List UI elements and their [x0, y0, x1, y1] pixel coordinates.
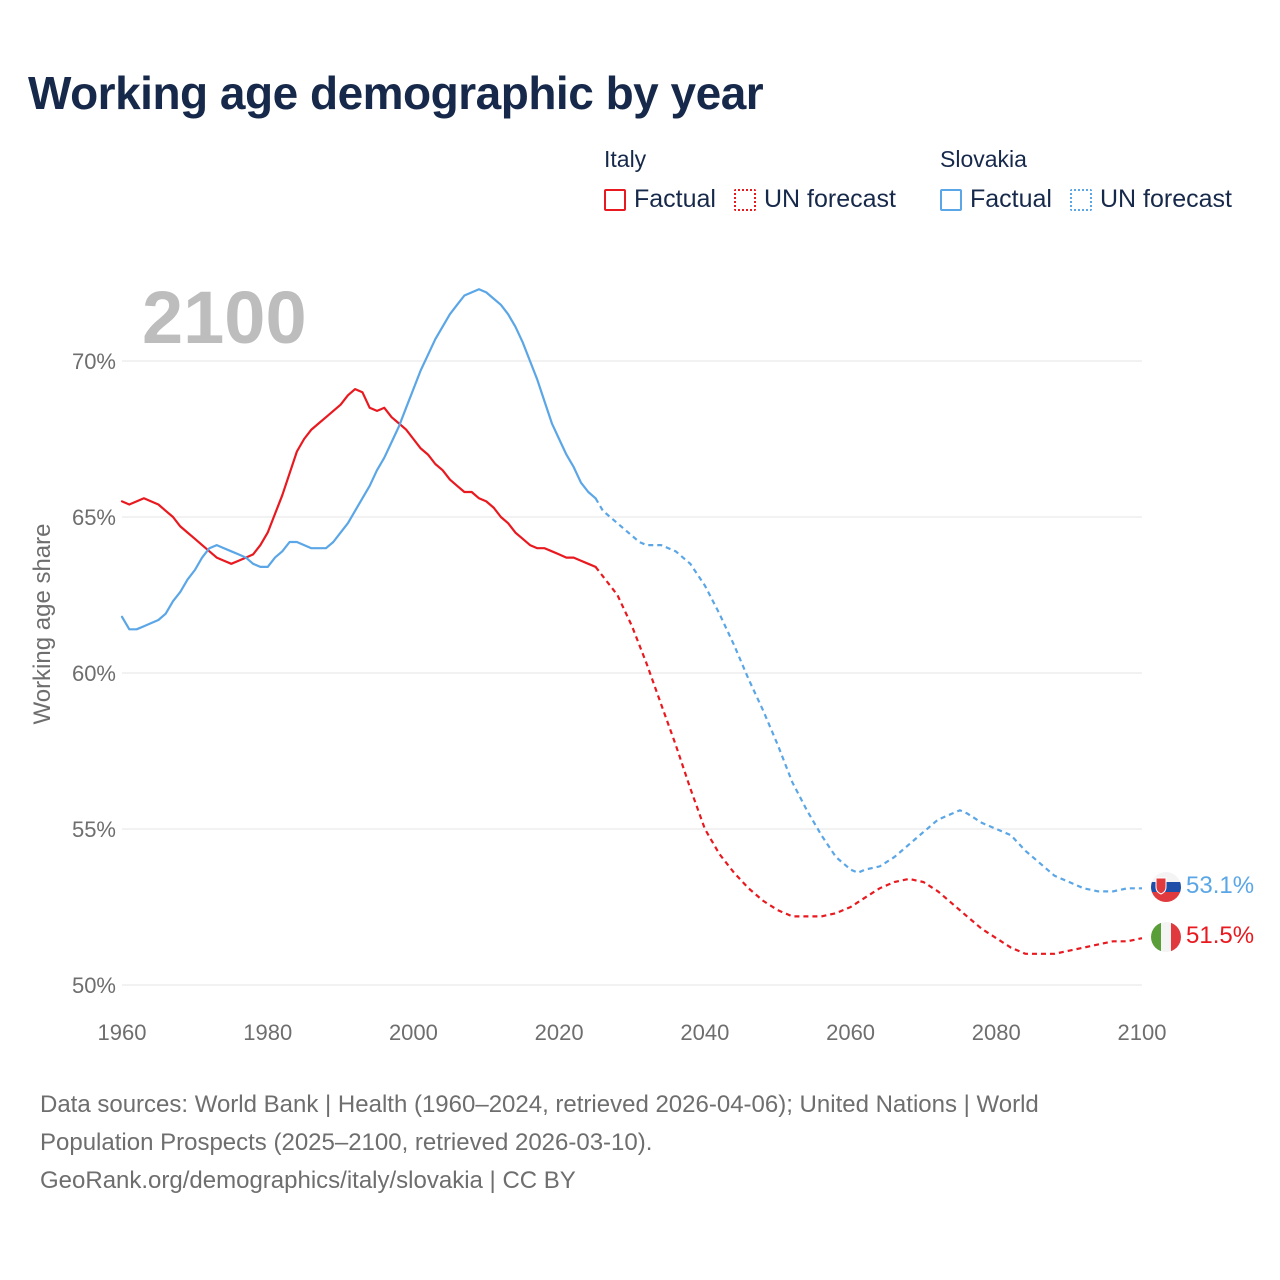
legend-slovakia-factual[interactable]: Factual: [940, 185, 1052, 214]
legend-italy: Italy Factual UN forecast: [604, 146, 914, 214]
line-chart: 2100 50% 55% 60% 65% 70% 1960 1980 2000 2020 2040…: [29, 276, 1254, 1045]
legend-label: UN forecast: [1099, 185, 1232, 213]
x-tick-label: 2040: [680, 1020, 729, 1045]
x-tick-label: 2000: [389, 1020, 438, 1045]
legend-country-italy: Italy: [604, 146, 647, 172]
footer-sources: Data sources: World Bank | Health (1960–…: [40, 1086, 1240, 1200]
slovakia-flag-icon: [1151, 872, 1181, 902]
x-tick-label: 2100: [1118, 1020, 1167, 1045]
legend-slovakia-forecast[interactable]: UN forecast: [1069, 185, 1232, 214]
x-tick-label: 2020: [535, 1020, 584, 1045]
legend-swatch-dotted-blue: [1069, 188, 1092, 211]
x-tick-label: 2060: [826, 1020, 875, 1045]
x-tick-label: 1960: [98, 1020, 147, 1045]
legend-label: Factual: [634, 185, 716, 213]
footer-line: Data sources: World Bank | Health (1960–…: [40, 1091, 1039, 1118]
italy-factual-line: [120, 388, 597, 568]
y-tick-label: 60%: [72, 661, 116, 686]
y-tick-label: 55%: [72, 817, 116, 842]
y-tick-label: 70%: [72, 349, 116, 374]
legend-italy-factual[interactable]: Factual: [604, 185, 716, 214]
italy-forecast-line: [594, 566, 1143, 955]
italy-flag-icon: [1151, 922, 1181, 952]
slovakia-end-value: 53.1%: [1186, 872, 1254, 899]
y-axis-label: Working age share: [29, 524, 56, 725]
chart-title: Working age demographic by year: [28, 67, 764, 119]
slovakia-factual-line: [120, 288, 597, 631]
legend-slovakia: Slovakia Factual UN forecast: [940, 146, 1250, 214]
legend-swatch-dotted-red: [733, 188, 756, 211]
legend-label: UN forecast: [763, 185, 896, 213]
y-tick-label: 65%: [72, 505, 116, 530]
x-tick-label: 1980: [243, 1020, 292, 1045]
legend-swatch-solid-blue: [940, 188, 962, 211]
legend-country-slovakia: Slovakia: [940, 146, 1027, 172]
legend-italy-forecast[interactable]: UN forecast: [733, 185, 896, 214]
footer-line: Population Prospects (2025–2100, retriev…: [40, 1129, 653, 1156]
y-tick-label: 50%: [72, 973, 116, 998]
year-watermark: 2100: [142, 276, 307, 359]
footer-line: GeoRank.org/demographics/italy/slovakia …: [40, 1167, 576, 1194]
legend-swatch-solid-red: [604, 188, 626, 211]
legend-label: Factual: [970, 185, 1052, 213]
slovakia-forecast-line: [594, 497, 1142, 893]
italy-end-value: 51.5%: [1186, 922, 1254, 949]
x-tick-label: 2080: [972, 1020, 1021, 1045]
